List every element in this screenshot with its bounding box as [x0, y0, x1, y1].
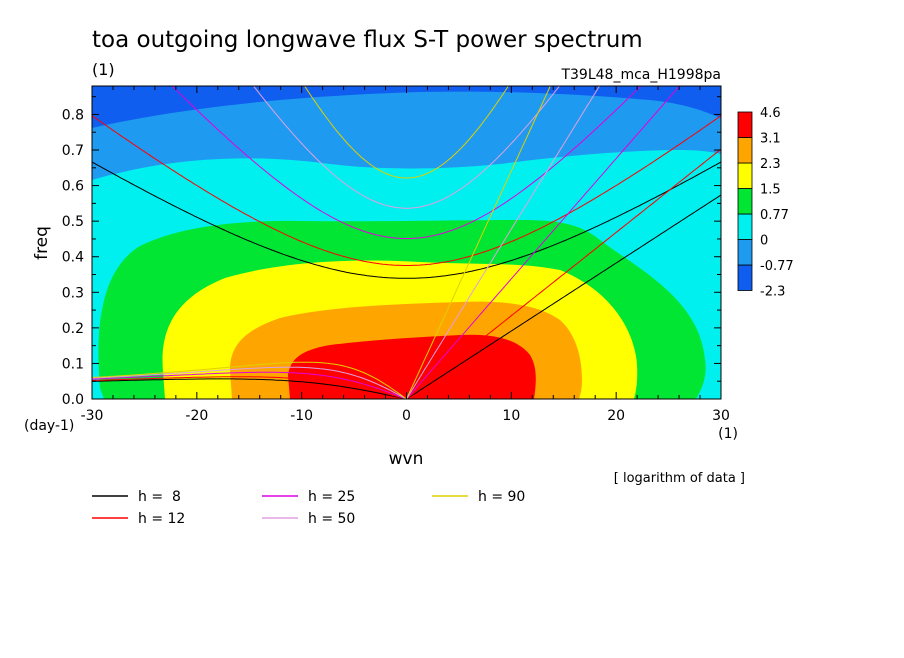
colorbar-swatch	[737, 111, 753, 138]
colorbar-label: 2.3	[760, 157, 781, 172]
y-tick-label: 0.2	[62, 321, 84, 337]
colorbar-label: 0.77	[760, 208, 789, 223]
chart-title: toa outgoing longwave flux S-T power spe…	[92, 27, 643, 53]
dispersion-curve-h8	[406, 194, 721, 399]
run-label: T39L48_mca_H1998pa	[560, 67, 721, 83]
dispersion-curve-h12	[406, 148, 721, 399]
legend: h = 8 h = 12 h = 25 h = 50 h = 90	[92, 489, 525, 527]
dispersion-curve-h8	[92, 378, 407, 399]
colorbar-label: -2.3	[760, 285, 785, 300]
dispersion-curve-h50	[406, 86, 601, 399]
colorbar: -2.3 -0.77 0 0.77 1.5 2.3 3.1 4.6	[737, 106, 794, 300]
dispersion-curve-h25	[171, 86, 642, 240]
dispersion-curve-h50	[252, 86, 561, 209]
legend-label: h = 12	[138, 511, 185, 527]
dispersion-curve-h25	[92, 371, 407, 399]
y-axis-title: freq	[32, 226, 52, 260]
legend-label: h = 90	[478, 489, 525, 505]
data-note: [ logarithm of data ]	[614, 471, 745, 486]
colorbar-label: 3.1	[760, 132, 781, 147]
contour-band-red	[288, 334, 536, 399]
y-tick-label: 0.5	[62, 214, 84, 230]
chart-subtitle: (1)	[92, 60, 115, 79]
x-tick-label: 30	[712, 408, 730, 424]
x-axis: -30 -20 -10 0 10 20 30	[81, 86, 730, 424]
legend-label: h = 50	[308, 511, 355, 527]
colorbar-swatch	[737, 188, 753, 215]
dispersion-curve-h90	[406, 86, 551, 399]
y-tick-label: 0.8	[62, 107, 84, 123]
dispersion-curve-h25	[406, 86, 681, 399]
y-tick-label: 0.0	[62, 392, 84, 408]
y-axis: 0.0 0.1 0.2 0.3 0.4 0.5 0.6 0.7 0.8	[62, 96, 721, 408]
colorbar-swatch	[737, 162, 753, 189]
colorbar-label: -0.77	[760, 259, 794, 274]
contour-fill	[92, 86, 721, 399]
dispersion-curve-h90	[92, 361, 407, 399]
y-unit-label: (day-1)	[24, 418, 74, 434]
x-tick-label: -10	[290, 408, 313, 424]
colorbar-swatch	[737, 239, 753, 266]
dispersion-curve-h12	[92, 376, 407, 399]
dispersion-curve-h8	[92, 161, 721, 279]
x-tick-label: -20	[185, 408, 208, 424]
y-tick-label: 0.4	[62, 250, 84, 266]
colorbar-swatch	[737, 213, 753, 240]
y-tick-label: 0.6	[62, 179, 84, 195]
y-tick-label: 0.1	[62, 356, 84, 372]
dispersion-curve-h12	[92, 115, 721, 266]
colorbar-label: 1.5	[760, 183, 781, 198]
y-tick-label: 0.7	[62, 143, 84, 159]
dispersion-curves	[92, 86, 721, 399]
x-tick-label: 20	[607, 408, 625, 424]
colorbar-label: 0	[760, 234, 768, 249]
x-tick-label: 10	[502, 408, 520, 424]
colorbar-label: 4.6	[760, 106, 781, 121]
colorbar-swatch	[737, 264, 753, 291]
x-unit-label: (1)	[718, 426, 738, 442]
colorbar-swatch	[737, 137, 753, 164]
dispersion-curve-h90	[304, 86, 509, 179]
x-axis-title: wvn	[389, 449, 424, 469]
y-tick-label: 0.3	[62, 285, 84, 301]
legend-label: h = 25	[308, 489, 355, 505]
x-tick-label: -30	[81, 408, 104, 424]
legend-label: h = 8	[138, 489, 181, 505]
x-tick-label: 0	[402, 408, 411, 424]
dispersion-curve-h50	[92, 366, 407, 399]
